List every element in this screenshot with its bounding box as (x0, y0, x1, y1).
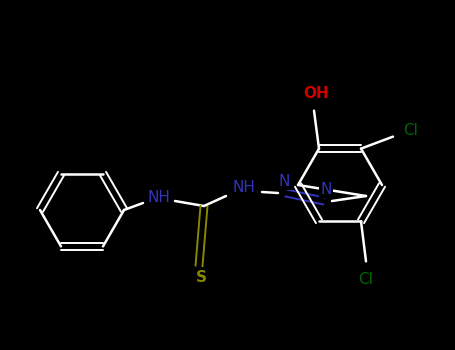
Text: N: N (278, 174, 290, 189)
Text: S: S (196, 271, 207, 286)
Text: Cl: Cl (359, 272, 374, 287)
Text: NH: NH (233, 181, 255, 196)
Text: NH: NH (147, 190, 171, 205)
Text: N: N (320, 182, 332, 196)
Text: OH: OH (303, 86, 329, 101)
Text: Cl: Cl (404, 123, 419, 138)
